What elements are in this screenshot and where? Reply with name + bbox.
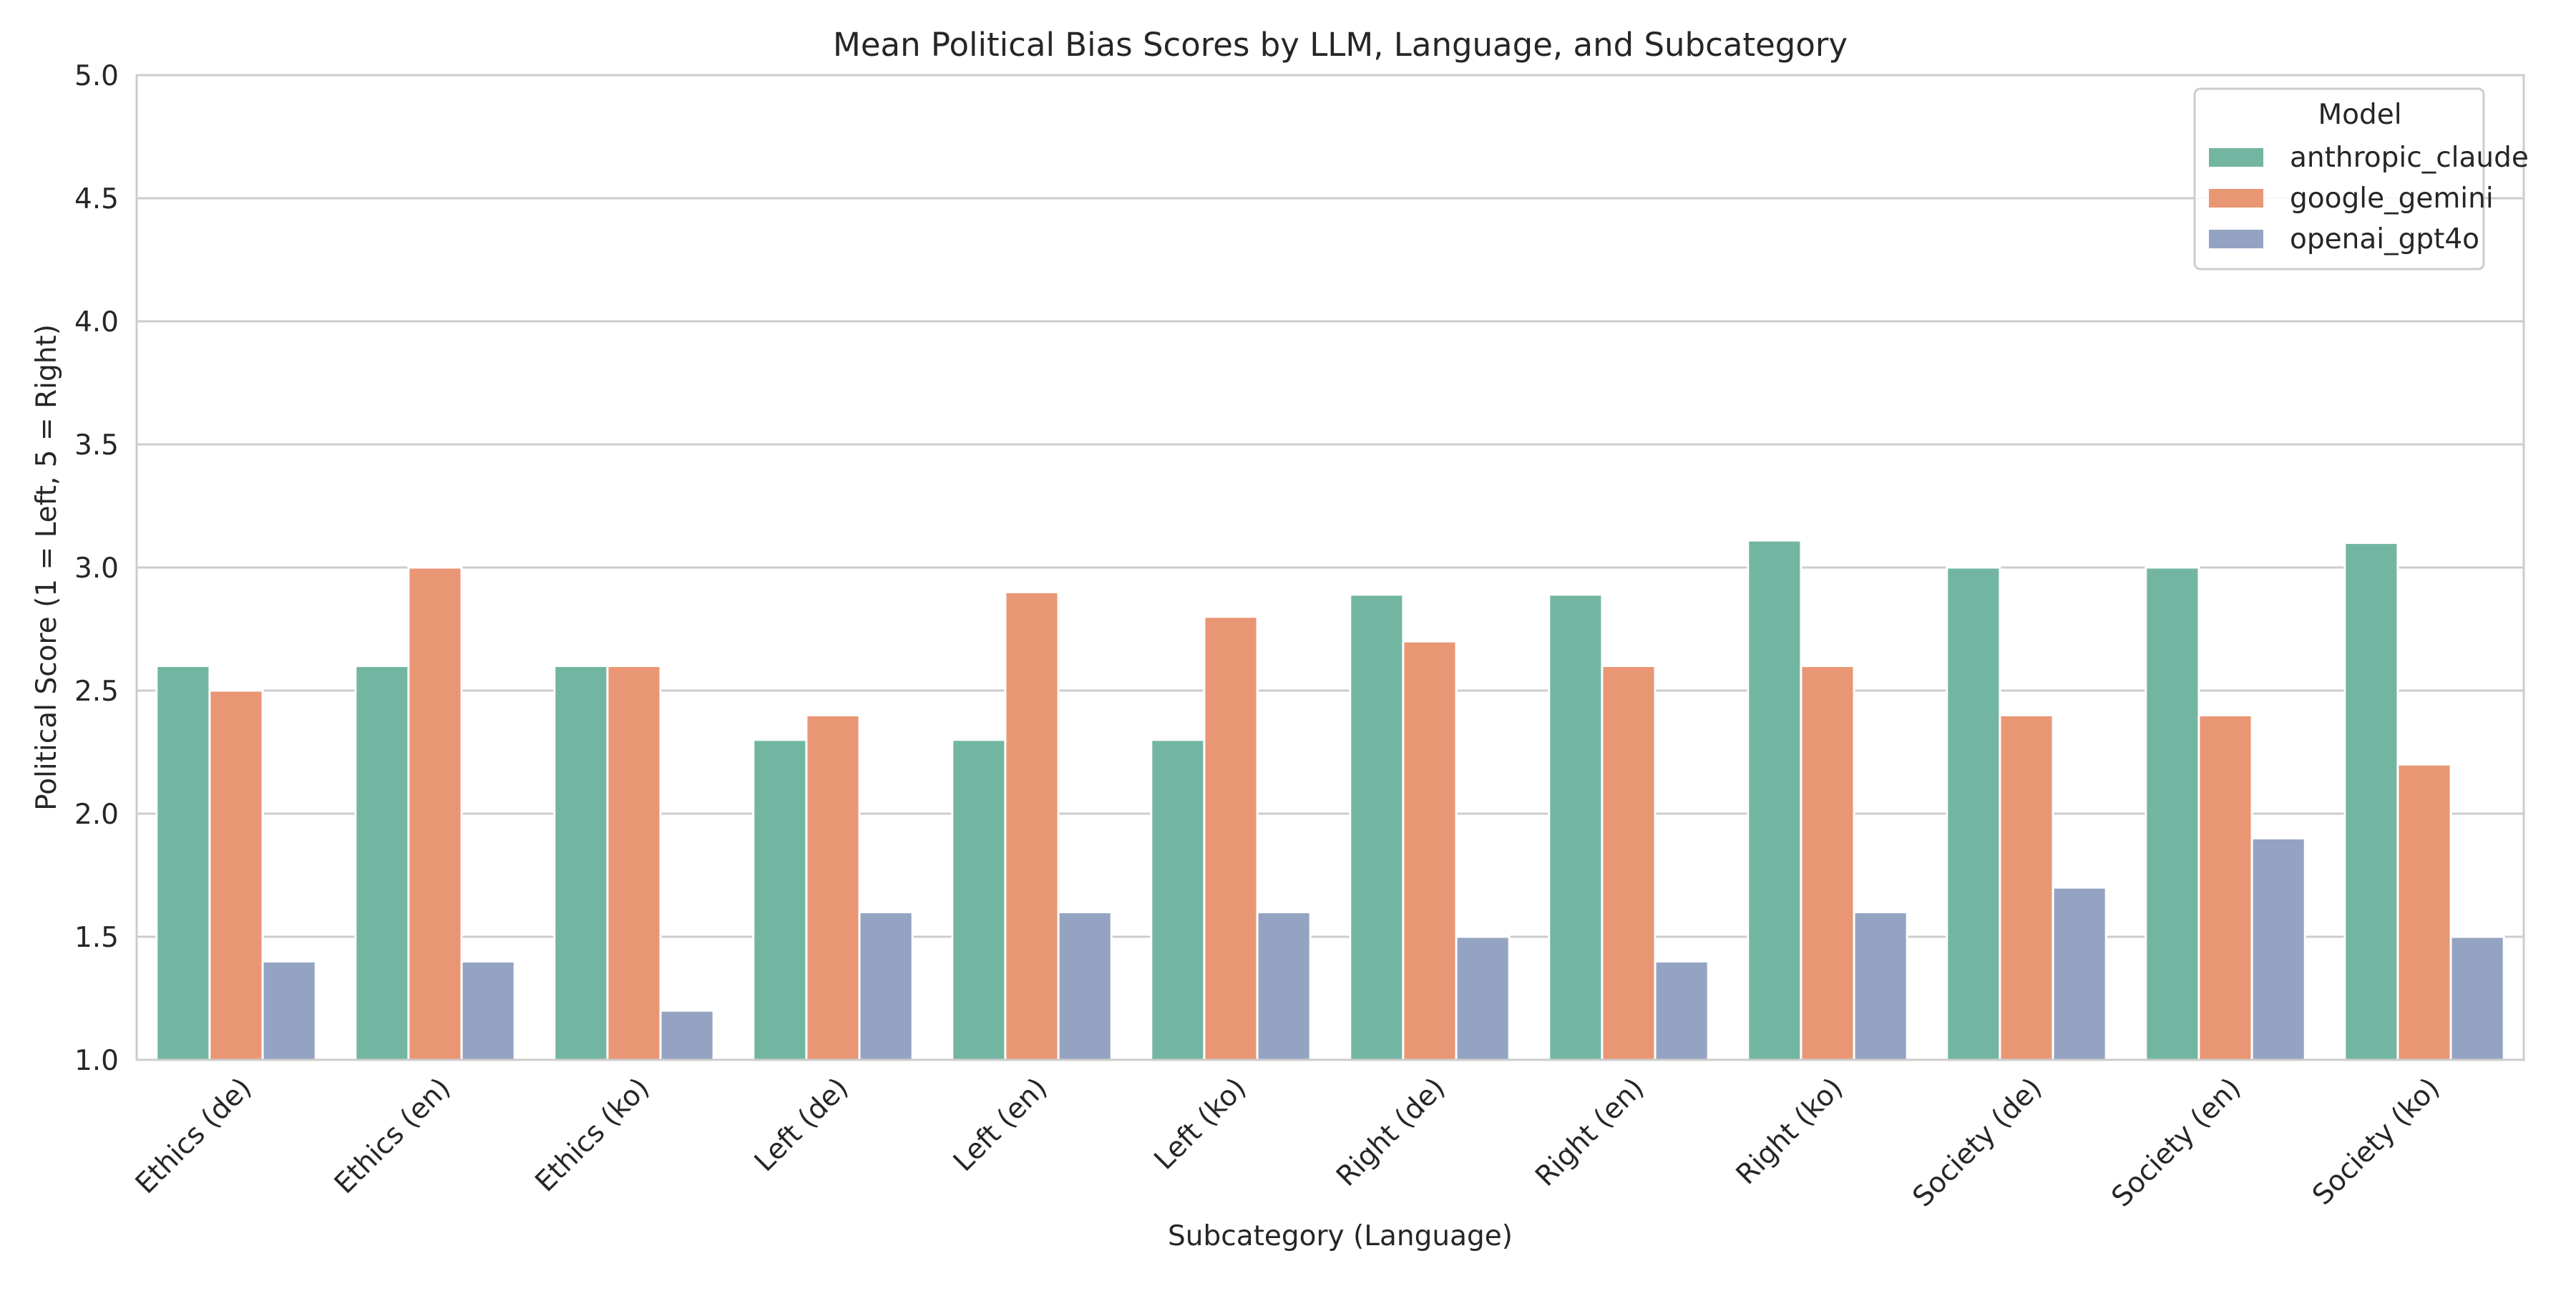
bar-google_gemini-6[interactable] [1402,640,1458,1061]
bar-google_gemini-10[interactable] [2197,713,2253,1061]
y-tick-label: 2.0 [74,799,119,831]
bar-google_gemini-7[interactable] [1601,665,1657,1061]
legend[interactable]: Model anthropic_claude google_geminiopena… [2193,87,2529,271]
y-tick-label: 3.0 [74,552,119,585]
plot-frame [135,74,2525,1061]
bar-openai_gpt4o-2[interactable] [659,1009,715,1061]
bar-anthropic_claude-8[interactable] [1747,539,1802,1061]
bar-anthropic_claude-3[interactable] [752,739,808,1061]
bar-anthropic_claude-0[interactable] [155,665,211,1061]
bar-openai_gpt4o-11[interactable] [2449,935,2505,1061]
legend-swatch [2207,187,2265,209]
bar-google_gemini-5[interactable] [1203,615,1259,1061]
legend-items: anthropic_claude google_gemini openai_gpt4… [2207,142,2529,255]
bar-anthropic_claude-6[interactable] [1349,593,1405,1061]
bar-anthropic_claude-2[interactable] [553,665,609,1061]
plot-border [135,74,2525,1061]
legend-frame [2193,87,2485,271]
bar-anthropic_claude-10[interactable] [2145,566,2200,1061]
bar-google_gemini-3[interactable] [805,713,861,1061]
bar-google_gemini-4[interactable] [1004,590,1060,1061]
y-axis-label: Political Score (1 = Left, 5 = Right) [31,324,63,811]
bar-openai_gpt4o-9[interactable] [2051,886,2107,1061]
bar-google_gemini-8[interactable] [1800,665,1855,1061]
legend-item-openai_gpt4o[interactable]: openai_gpt4o [2207,223,2479,255]
bar-openai_gpt4o-4[interactable] [1057,911,1113,1061]
bar-openai_gpt4o-5[interactable] [1256,911,1312,1061]
bar-openai_gpt4o-8[interactable] [1853,911,1908,1061]
bar-openai_gpt4o-0[interactable] [261,960,317,1061]
legend-swatch [2207,147,2265,168]
bars [155,539,2505,1061]
bar-anthropic_claude-5[interactable] [1150,739,1206,1061]
y-axis-ticks: 1.0 1.5 2.0 2.5 3.0 3.5 4.0 4.5 5.0 [74,60,119,1077]
legend-title: Model [2318,99,2401,131]
bar-google_gemini-0[interactable] [208,689,264,1061]
legend-label: openai_gpt4o [2290,223,2479,255]
y-tick-label: 2.5 [74,676,119,708]
legend-item-google_gemini[interactable]: google_gemini [2207,182,2494,215]
bar-anthropic_claude-7[interactable] [1548,593,1604,1061]
bar-google_gemini-9[interactable] [1999,713,2054,1061]
x-axis-label: Subcategory (Language) [1168,1220,1513,1252]
bar-anthropic_claude-9[interactable] [1946,566,2001,1061]
bar-openai_gpt4o-1[interactable] [460,960,516,1061]
y-tick-label: 1.0 [74,1045,119,1077]
y-tick-label: 3.5 [74,429,119,462]
y-tick-label: 1.5 [74,922,119,954]
bar-openai_gpt4o-7[interactable] [1654,960,1709,1061]
bar-openai_gpt4o-3[interactable] [858,911,914,1061]
legend-item-anthropic_claude[interactable]: anthropic_claude [2207,142,2529,174]
y-tick-label: 5.0 [74,60,119,92]
bar-openai_gpt4o-10[interactable] [2250,837,2306,1061]
bar-anthropic_claude-1[interactable] [354,665,410,1061]
bar-anthropic_claude-11[interactable] [2343,542,2399,1061]
bar-anthropic_claude-4[interactable] [951,739,1007,1061]
legend-label: google_gemini [2290,182,2494,215]
bar-google_gemini-1[interactable] [407,566,463,1061]
y-tick-label: 4.5 [74,183,119,215]
legend-label: anthropic_claude [2290,142,2529,174]
bar-openai_gpt4o-6[interactable] [1455,935,1511,1061]
y-tick-label: 4.0 [74,306,119,338]
bar-google_gemini-11[interactable] [2396,763,2452,1061]
legend-swatch [2207,228,2265,250]
chart-title: Mean Political Bias Scores by LLM, Langu… [833,26,1848,64]
bar-google_gemini-2[interactable] [606,665,662,1061]
